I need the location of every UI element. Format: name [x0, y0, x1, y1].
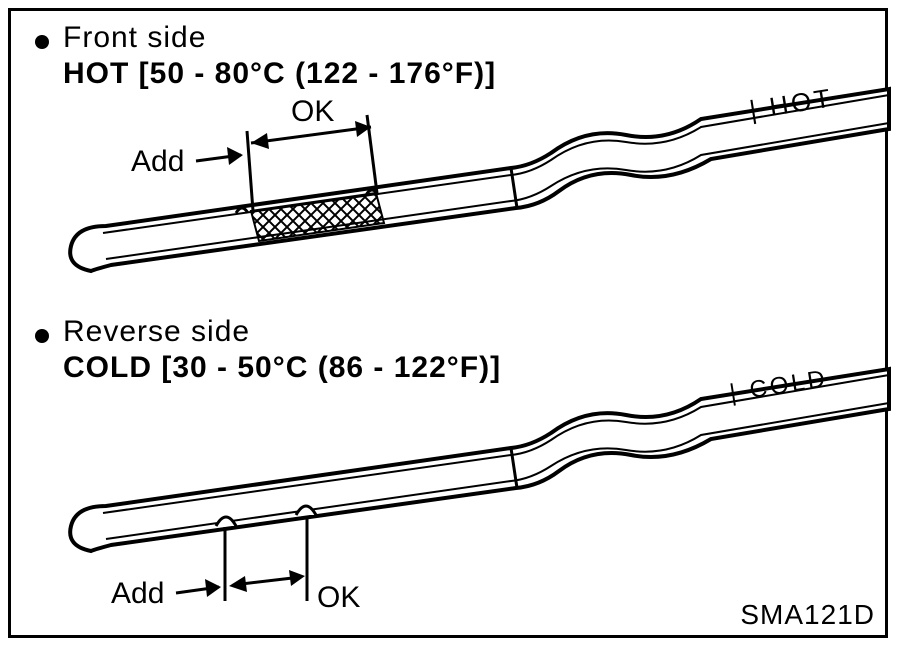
reverse-dipstick-diagram: | COLD Add OK [11, 321, 891, 641]
reverse-ok-label: OK [317, 581, 360, 614]
front-dipstick-diagram: | HOT OK Add [11, 11, 891, 331]
figure-frame: Front side HOT [50 - 80°C (122 - 176°F)]… [8, 8, 888, 638]
front-add-label: Add [131, 145, 184, 178]
figure-code: SMA121D [740, 599, 875, 631]
front-ok-label: OK [291, 95, 334, 128]
reverse-add-label: Add [111, 577, 164, 610]
